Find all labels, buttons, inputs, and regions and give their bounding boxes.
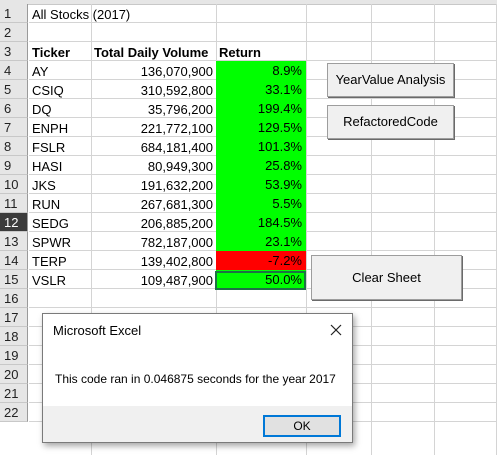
ticker-cell[interactable]: SEDG: [32, 216, 69, 231]
row-header-6[interactable]: 6: [0, 99, 28, 118]
row-header-20[interactable]: 20: [0, 365, 28, 384]
message-dialog: Microsoft Excel This code ran in 0.04687…: [42, 313, 353, 443]
dialog-titlebar[interactable]: Microsoft Excel: [43, 314, 352, 346]
dialog-body: This code ran in 0.046875 seconds for th…: [43, 346, 352, 406]
ticker-cell[interactable]: CSIQ: [32, 83, 64, 98]
ticker-cell[interactable]: SPWR: [32, 235, 71, 250]
row-header-5[interactable]: 5: [0, 80, 28, 99]
header-return[interactable]: Return: [219, 45, 261, 60]
volume-cell[interactable]: 267,681,300: [140, 197, 213, 212]
volume-cell[interactable]: 136,070,900: [140, 64, 213, 79]
return-cell[interactable]: 184.5%: [216, 213, 306, 232]
row-header-14[interactable]: 14: [0, 251, 28, 270]
ticker-cell[interactable]: FSLR: [32, 140, 66, 155]
return-cell[interactable]: 53.9%: [216, 175, 306, 194]
row-header-2[interactable]: 2: [0, 23, 28, 42]
year-value-analysis-button[interactable]: YearValue Analysis: [327, 63, 454, 97]
row-header-17[interactable]: 17: [0, 308, 28, 327]
refactored-code-button[interactable]: RefactoredCode: [327, 105, 454, 139]
volume-cell[interactable]: 684,181,400: [140, 140, 213, 155]
column-gridline: [434, 4, 435, 455]
row-gridline: [29, 60, 497, 61]
dialog-message: This code ran in 0.046875 seconds for th…: [55, 372, 336, 386]
return-cell[interactable]: 50.0%: [216, 270, 306, 289]
return-cell[interactable]: -7.2%: [216, 251, 306, 270]
row-header-19[interactable]: 19: [0, 346, 28, 365]
volume-cell[interactable]: 310,592,800: [140, 83, 213, 98]
column-gridline: [371, 4, 372, 455]
row-headers[interactable]: 1 2 3 4 5 6 7 8 9 10 11 12 13 14 15 16 17 18 19 20 21 22: [0, 4, 29, 455]
row-gridline: [29, 307, 497, 308]
row-header-9[interactable]: 9: [0, 156, 28, 175]
dialog-title: Microsoft Excel: [53, 323, 142, 338]
return-cell[interactable]: 101.3%: [216, 137, 306, 156]
return-cell[interactable]: 129.5%: [216, 118, 306, 137]
header-volume[interactable]: Total Daily Volume: [94, 45, 209, 60]
volume-cell[interactable]: 80,949,300: [147, 159, 213, 174]
ticker-cell[interactable]: TERP: [32, 254, 67, 269]
return-cell[interactable]: 199.4%: [216, 99, 306, 118]
row-gridline: [29, 41, 497, 42]
row-header-4[interactable]: 4: [0, 61, 28, 80]
row-header-18[interactable]: 18: [0, 327, 28, 346]
row-header-3[interactable]: 3: [0, 42, 28, 61]
clear-sheet-button[interactable]: Clear Sheet: [311, 255, 462, 300]
row-header-11[interactable]: 11: [0, 194, 28, 213]
volume-cell[interactable]: 221,772,100: [140, 121, 213, 136]
row-header-7[interactable]: 7: [0, 118, 28, 137]
row-header-12[interactable]: 12: [0, 213, 28, 232]
ok-button[interactable]: OK: [263, 415, 341, 437]
header-ticker[interactable]: Ticker: [32, 45, 71, 60]
row-header-21[interactable]: 21: [0, 384, 28, 403]
volume-cell[interactable]: 206,885,200: [140, 216, 213, 231]
return-cell[interactable]: 33.1%: [216, 80, 306, 99]
return-cell[interactable]: 23.1%: [216, 232, 306, 251]
row-header-10[interactable]: 10: [0, 175, 28, 194]
return-cell[interactable]: 8.9%: [216, 61, 306, 80]
volume-cell[interactable]: 139,402,800: [140, 254, 213, 269]
volume-cell[interactable]: 191,632,200: [140, 178, 213, 193]
volume-cell[interactable]: 35,796,200: [147, 102, 213, 117]
ticker-cell[interactable]: VSLR: [32, 273, 66, 288]
row-header-1[interactable]: 1: [0, 4, 28, 23]
return-cell[interactable]: 5.5%: [216, 194, 306, 213]
volume-cell[interactable]: 782,187,000: [140, 235, 213, 250]
row-header-13[interactable]: 13: [0, 232, 28, 251]
return-cell[interactable]: 25.8%: [216, 156, 306, 175]
row-header-22[interactable]: 22: [0, 403, 28, 422]
ticker-cell[interactable]: RUN: [32, 197, 61, 212]
sheet-title[interactable]: All Stocks (2017): [32, 7, 131, 22]
ticker-cell[interactable]: DQ: [32, 102, 52, 117]
ticker-cell[interactable]: JKS: [32, 178, 56, 193]
close-icon[interactable]: [326, 320, 346, 340]
row-header-16[interactable]: 16: [0, 289, 28, 308]
row-gridline: [29, 22, 497, 23]
ticker-cell[interactable]: AY: [32, 64, 49, 79]
ticker-cell[interactable]: ENPH: [32, 121, 69, 136]
volume-cell[interactable]: 109,487,900: [140, 273, 213, 288]
column-gridline: [306, 4, 307, 455]
row-header-15[interactable]: 15: [0, 270, 28, 289]
ticker-cell[interactable]: HASI: [32, 159, 63, 174]
column-gridline: [91, 4, 92, 455]
column-header-strip: [0, 0, 497, 5]
row-header-8[interactable]: 8: [0, 137, 28, 156]
